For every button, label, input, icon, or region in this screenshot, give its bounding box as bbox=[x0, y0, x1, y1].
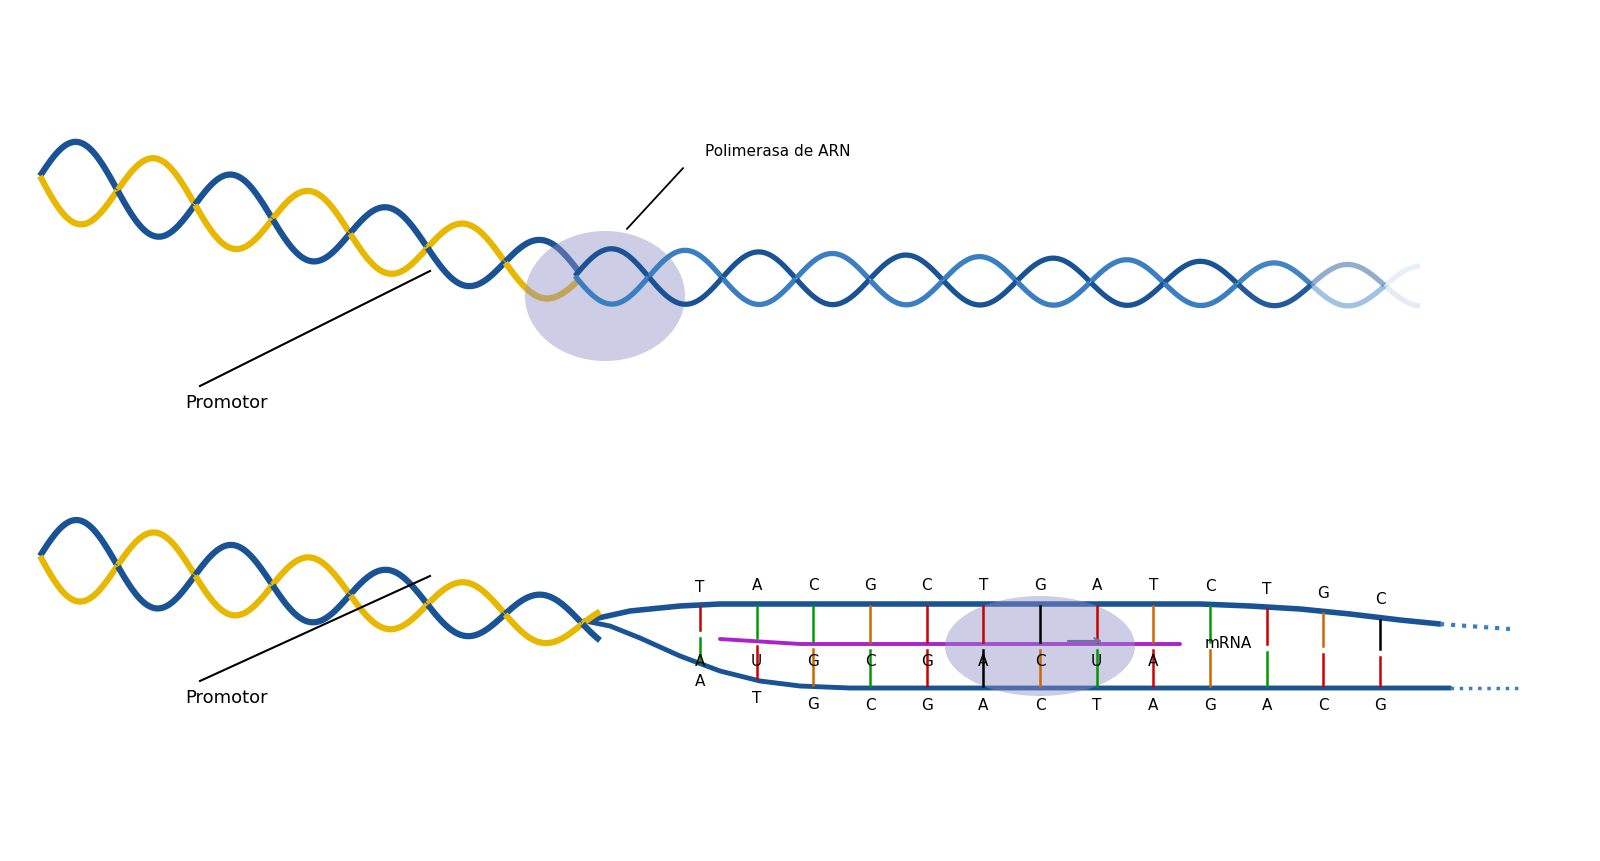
Text: A: A bbox=[978, 698, 989, 714]
Text: G: G bbox=[920, 654, 933, 670]
Text: C: C bbox=[1374, 592, 1386, 607]
Text: U: U bbox=[1091, 654, 1102, 670]
Text: C: C bbox=[808, 579, 819, 593]
Text: G: G bbox=[864, 579, 875, 593]
Text: A: A bbox=[978, 654, 989, 670]
Text: A: A bbox=[1091, 579, 1102, 593]
Ellipse shape bbox=[525, 231, 685, 361]
Text: T: T bbox=[979, 579, 989, 593]
Text: C: C bbox=[1205, 579, 1216, 594]
Text: A: A bbox=[752, 579, 762, 593]
Text: C: C bbox=[864, 698, 875, 714]
Text: G: G bbox=[808, 654, 819, 670]
Text: C: C bbox=[1035, 698, 1045, 714]
Text: T: T bbox=[1091, 698, 1101, 714]
Text: C: C bbox=[922, 579, 931, 593]
Text: C: C bbox=[864, 654, 875, 670]
Ellipse shape bbox=[946, 596, 1134, 696]
Text: U: U bbox=[750, 654, 762, 670]
Text: G: G bbox=[1205, 698, 1216, 714]
Text: Promotor: Promotor bbox=[186, 394, 267, 412]
Text: G: G bbox=[1317, 585, 1330, 601]
Text: T: T bbox=[1262, 581, 1272, 597]
Text: G: G bbox=[1374, 698, 1386, 714]
Text: A: A bbox=[1149, 654, 1158, 670]
Text: G: G bbox=[920, 698, 933, 714]
Text: A: A bbox=[1261, 698, 1272, 714]
Text: T: T bbox=[1149, 579, 1158, 593]
Text: T: T bbox=[752, 691, 762, 706]
Text: A: A bbox=[694, 674, 706, 689]
Text: Polimerasa de ARN: Polimerasa de ARN bbox=[706, 144, 851, 158]
Text: G: G bbox=[808, 697, 819, 712]
Text: A: A bbox=[1149, 698, 1158, 714]
Text: Promotor: Promotor bbox=[186, 689, 267, 707]
Text: A: A bbox=[694, 654, 706, 670]
Text: G: G bbox=[1034, 579, 1046, 593]
Text: C: C bbox=[1035, 654, 1045, 670]
Text: T: T bbox=[696, 579, 704, 594]
Text: C: C bbox=[1318, 698, 1328, 714]
Text: mRNA: mRNA bbox=[1205, 636, 1253, 652]
